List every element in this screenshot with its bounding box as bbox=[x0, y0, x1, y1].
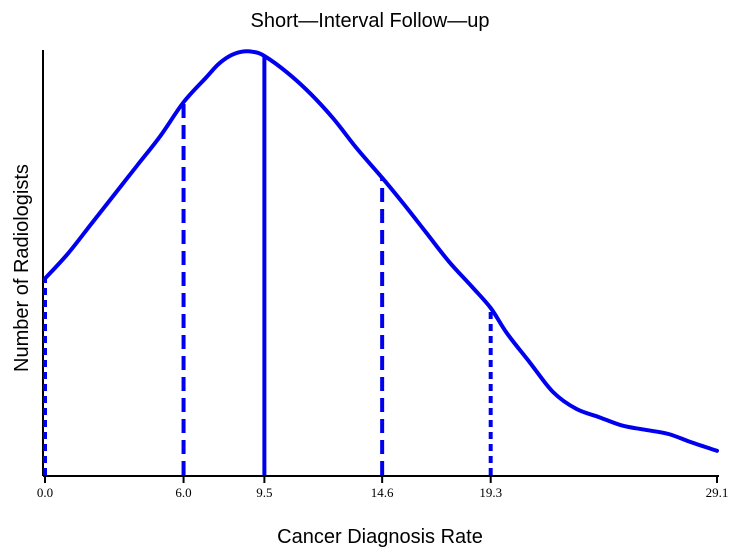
x-tick-label-5: 29.1 bbox=[706, 485, 729, 500]
x-tick-label-2: 9.5 bbox=[256, 485, 272, 500]
x-axis-label: Cancer Diagnosis Rate bbox=[277, 526, 483, 548]
x-tick-label-1: 6.0 bbox=[175, 485, 191, 500]
x-tick-label-3: 14.6 bbox=[371, 485, 394, 500]
density-curve bbox=[43, 49, 719, 453]
chart-title: Short—Interval Follow—up bbox=[251, 10, 490, 32]
x-tick-label-4: 19.3 bbox=[479, 485, 502, 500]
y-axis-label: Number of Radiologists bbox=[11, 164, 33, 372]
reference-lines bbox=[43, 56, 493, 475]
x-tick-label-0: 0.0 bbox=[37, 485, 53, 500]
x-ticks: 0.0 6.0 9.5 14.6 19.3 29.1 bbox=[37, 476, 729, 500]
